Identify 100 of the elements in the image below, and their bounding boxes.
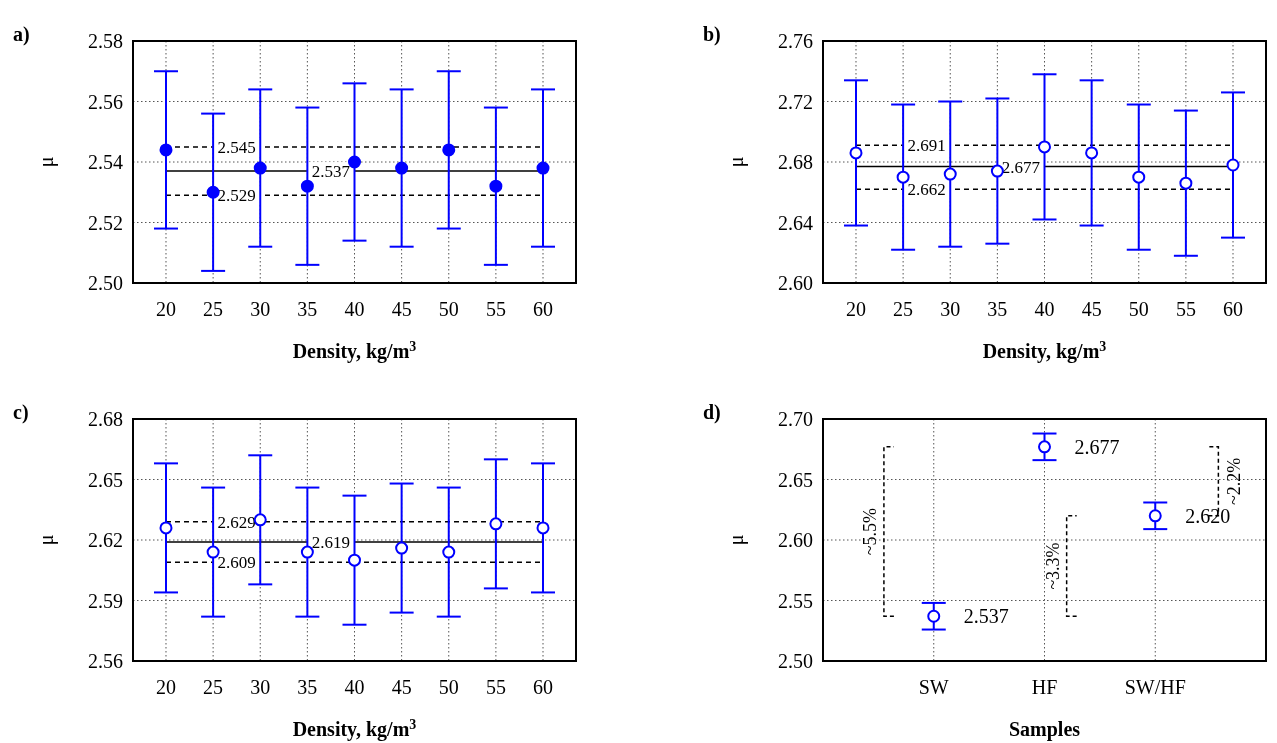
x-tick-label: 55 bbox=[485, 676, 506, 698]
y-tick-label: 2.55 bbox=[778, 589, 813, 612]
point bbox=[990, 164, 1004, 178]
x-tick-label: 60 bbox=[533, 676, 554, 698]
y-tick-label: 2.76 bbox=[778, 30, 813, 52]
y-tick-label: 2.60 bbox=[778, 529, 813, 551]
x-axis-title: Density, kg/m$^{3}$ bbox=[292, 716, 417, 741]
point bbox=[300, 179, 314, 193]
annotation: ~3.3% bbox=[1042, 542, 1063, 590]
point bbox=[1038, 440, 1051, 454]
data-label: 2.677 bbox=[1074, 435, 1120, 458]
ref-line-label: 2.629 bbox=[217, 512, 256, 532]
x-tick-label: 45 bbox=[391, 298, 412, 320]
x-tick-label: 20 bbox=[155, 298, 176, 320]
y-axis-title: μ bbox=[725, 534, 748, 546]
annotation: ~5.5% bbox=[859, 507, 880, 556]
ref-line-label: 2.537 bbox=[311, 162, 351, 182]
y-tick-label: 2.72 bbox=[778, 90, 813, 113]
x-tick-label: 45 bbox=[391, 676, 412, 698]
point bbox=[896, 170, 910, 184]
point bbox=[1179, 176, 1193, 190]
x-tick-label: HF bbox=[1031, 676, 1058, 698]
x-tick-label: 20 bbox=[155, 676, 176, 698]
x-tick-label: 40 bbox=[1034, 298, 1055, 320]
point bbox=[927, 609, 941, 623]
y-tick-label: 2.50 bbox=[778, 650, 813, 672]
x-tick-label: 60 bbox=[533, 298, 554, 320]
x-tick-label: SW/HF bbox=[1124, 676, 1186, 698]
point bbox=[1226, 158, 1240, 172]
ref-line-label: 2.662 bbox=[907, 180, 946, 200]
y-tick-label: 2.54 bbox=[88, 151, 123, 173]
y-tick-label: 2.56 bbox=[88, 650, 123, 672]
y-tick-label: 2.56 bbox=[88, 90, 123, 113]
x-tick-label: 30 bbox=[250, 298, 271, 320]
x-tick-label: 25 bbox=[203, 676, 224, 698]
x-axis-title: Samples bbox=[1008, 718, 1081, 741]
point bbox=[442, 545, 456, 559]
x-tick-label: 50 bbox=[1128, 298, 1149, 320]
y-tick-label: 2.68 bbox=[88, 408, 123, 430]
point bbox=[206, 545, 220, 559]
x-tick-label: 45 bbox=[1081, 298, 1102, 320]
x-tick-label: 20 bbox=[845, 298, 866, 320]
ref-line-label: 2.677 bbox=[1001, 157, 1041, 177]
x-tick-label: 50 bbox=[438, 676, 459, 698]
point bbox=[300, 545, 314, 559]
point bbox=[348, 155, 361, 169]
chart-title: b) bbox=[703, 23, 721, 46]
point bbox=[943, 167, 957, 181]
point bbox=[536, 521, 550, 535]
point bbox=[206, 185, 220, 199]
y-tick-label: 2.68 bbox=[778, 151, 813, 173]
ref-line-label: 2.545 bbox=[217, 137, 256, 157]
x-tick-label: 30 bbox=[940, 298, 961, 320]
x-tick-label: 35 bbox=[297, 298, 318, 320]
point bbox=[159, 521, 173, 535]
x-tick-label: 60 bbox=[1223, 298, 1244, 320]
point bbox=[489, 179, 503, 193]
point bbox=[1148, 509, 1162, 523]
x-axis-title: Density, kg/m$^{3}$ bbox=[292, 338, 417, 363]
x-tick-label: 50 bbox=[438, 298, 459, 320]
ref-line-label: 2.609 bbox=[217, 553, 256, 573]
point bbox=[1132, 170, 1146, 184]
ref-line-label: 2.619 bbox=[311, 533, 351, 553]
x-axis-title: Density, kg/m$^{3}$ bbox=[982, 338, 1107, 363]
chart-title: c) bbox=[13, 401, 29, 424]
x-tick-label: 55 bbox=[1175, 298, 1196, 320]
y-tick-label: 2.65 bbox=[778, 468, 813, 491]
point bbox=[442, 143, 456, 157]
point bbox=[159, 143, 173, 157]
y-tick-label: 2.50 bbox=[88, 272, 123, 294]
x-tick-label: 30 bbox=[250, 676, 271, 698]
point bbox=[536, 161, 550, 175]
x-tick-label: 40 bbox=[344, 676, 365, 698]
annotation: ~2.2% bbox=[1224, 457, 1245, 505]
data-label: 2.537 bbox=[963, 605, 1009, 628]
y-tick-label: 2.65 bbox=[88, 468, 123, 491]
y-tick-label: 2.58 bbox=[88, 30, 123, 52]
point bbox=[253, 161, 267, 175]
y-tick-label: 2.64 bbox=[778, 211, 813, 234]
chart-title: d) bbox=[703, 401, 721, 424]
y-tick-label: 2.62 bbox=[88, 529, 123, 551]
x-tick-label: 40 bbox=[344, 298, 365, 320]
chart-title: a) bbox=[13, 23, 30, 46]
x-tick-label: 55 bbox=[485, 298, 506, 320]
ref-line-label: 2.691 bbox=[907, 136, 946, 156]
point bbox=[1085, 146, 1099, 160]
y-tick-label: 2.60 bbox=[778, 272, 813, 294]
y-tick-label: 2.59 bbox=[88, 589, 123, 612]
x-tick-label: 25 bbox=[893, 298, 914, 320]
point bbox=[1038, 140, 1051, 154]
point bbox=[489, 517, 503, 531]
y-tick-label: 2.52 bbox=[88, 211, 123, 234]
y-axis-title: μ bbox=[35, 534, 58, 546]
data-label: 2.620 bbox=[1185, 504, 1231, 527]
ref-line-label: 2.529 bbox=[217, 186, 256, 206]
point bbox=[395, 541, 409, 555]
point bbox=[849, 146, 863, 160]
y-axis-title: μ bbox=[725, 156, 748, 168]
y-tick-label: 2.70 bbox=[778, 408, 813, 430]
x-tick-label: 25 bbox=[203, 298, 224, 320]
